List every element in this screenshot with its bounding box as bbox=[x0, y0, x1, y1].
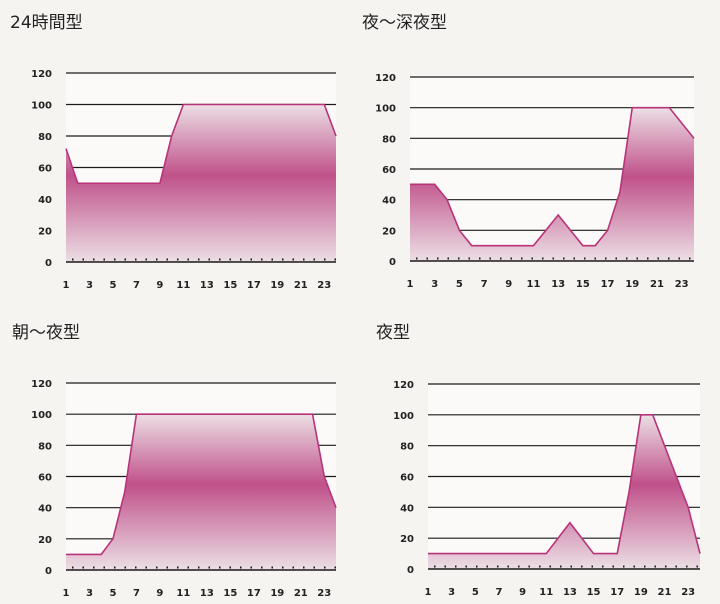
x-tick-label: 13 bbox=[563, 587, 577, 598]
x-tick-label: 1 bbox=[63, 280, 70, 291]
y-tick-label: 20 bbox=[38, 227, 52, 238]
y-tick-label: 120 bbox=[393, 380, 414, 391]
y-tick-label: 20 bbox=[382, 226, 396, 237]
y-tick-label: 20 bbox=[400, 534, 414, 545]
y-tick-label: 60 bbox=[382, 165, 396, 176]
x-tick-label: 7 bbox=[133, 588, 140, 599]
y-tick-label: 80 bbox=[400, 442, 414, 453]
x-tick-label: 3 bbox=[431, 279, 438, 290]
x-tick-label: 19 bbox=[634, 587, 648, 598]
y-tick-label: 40 bbox=[38, 195, 52, 206]
panel-night: 夜型 0 20 40 60 80 100 120 1 3 5 7 9 11 13 15 17 19 21 23 bbox=[360, 304, 712, 604]
x-tick-label: 13 bbox=[551, 279, 565, 290]
x-tick-label: 17 bbox=[247, 280, 261, 291]
x-tick-label: 3 bbox=[448, 587, 455, 598]
y-tick-label: 60 bbox=[38, 473, 52, 484]
x-tick-label: 23 bbox=[317, 588, 331, 599]
x-tick-label: 11 bbox=[539, 587, 553, 598]
x-tick-label: 13 bbox=[200, 588, 214, 599]
y-tick-label: 40 bbox=[382, 196, 396, 207]
chart-title-night: 夜型 bbox=[376, 323, 410, 343]
y-tick-label: 100 bbox=[375, 104, 396, 115]
x-tick-label: 1 bbox=[407, 279, 414, 290]
x-tick-label: 11 bbox=[176, 280, 190, 291]
chart-title-24h: 24時間型 bbox=[10, 13, 83, 33]
x-tick-label: 21 bbox=[294, 588, 308, 599]
area-outline bbox=[410, 106, 695, 247]
y-tick-label: 0 bbox=[389, 257, 396, 268]
panel-morning-night: 朝〜夜型 0 20 40 60 80 100 120 1 3 5 7 9 11 13 15 17 19 21 23 bbox=[0, 304, 352, 604]
x-tick-label: 9 bbox=[519, 587, 526, 598]
area-outline bbox=[65, 103, 337, 185]
y-tick-label: 80 bbox=[38, 132, 52, 143]
x-tick-label: 7 bbox=[481, 279, 488, 290]
x-tick-label: 21 bbox=[294, 280, 308, 291]
x-tick-label: 15 bbox=[587, 587, 601, 598]
x-tick-label: 3 bbox=[86, 588, 93, 599]
area-outline bbox=[428, 414, 701, 555]
x-tick-label: 17 bbox=[610, 587, 624, 598]
panel-night-latenight: 夜〜深夜型 0 20 40 60 80 100 120 1 3 5 7 9 11 13 15 17 19 21 23 bbox=[360, 0, 712, 300]
x-tick-label: 17 bbox=[601, 279, 615, 290]
area-fill bbox=[66, 104, 336, 262]
x-tick-label: 5 bbox=[456, 279, 463, 290]
y-tick-label: 0 bbox=[45, 566, 52, 577]
x-tick-label: 15 bbox=[223, 280, 237, 291]
area-fill bbox=[428, 414, 700, 569]
x-tick-label: 19 bbox=[270, 280, 284, 291]
x-tick-label: 5 bbox=[109, 280, 116, 291]
x-tick-label: 13 bbox=[200, 280, 214, 291]
x-tick-label: 5 bbox=[472, 587, 479, 598]
x-tick-label: 7 bbox=[133, 280, 140, 291]
y-tick-label: 0 bbox=[407, 565, 414, 576]
x-tick-label: 1 bbox=[425, 587, 432, 598]
y-tick-label: 100 bbox=[31, 101, 52, 112]
area-outline bbox=[66, 413, 337, 556]
x-tick-label: 21 bbox=[650, 279, 664, 290]
x-tick-label: 9 bbox=[156, 280, 163, 291]
x-tick-label: 23 bbox=[317, 280, 331, 291]
y-tick-label: 100 bbox=[31, 410, 52, 421]
x-tick-label: 23 bbox=[681, 587, 695, 598]
y-tick-label: 20 bbox=[38, 535, 52, 546]
x-tick-label: 15 bbox=[576, 279, 590, 290]
y-tick-label: 80 bbox=[382, 134, 396, 145]
x-tick-label: 11 bbox=[176, 588, 190, 599]
x-tick-label: 23 bbox=[675, 279, 689, 290]
x-tick-label: 1 bbox=[63, 588, 70, 599]
x-tick-label: 3 bbox=[86, 280, 93, 291]
y-tick-label: 40 bbox=[400, 503, 414, 514]
y-tick-label: 100 bbox=[393, 411, 414, 422]
y-tick-label: 40 bbox=[38, 504, 52, 515]
y-tick-label: 120 bbox=[375, 73, 396, 84]
x-tick-label: 7 bbox=[495, 587, 502, 598]
area-fill bbox=[66, 414, 336, 570]
chart-title-night-latenight: 夜〜深夜型 bbox=[362, 13, 447, 33]
y-tick-label: 80 bbox=[38, 441, 52, 452]
x-tick-label: 19 bbox=[625, 279, 639, 290]
panel-24h: 24時間型 0 20 40 60 80 100 120 1 3 5 7 9 11 13 15 17 19 21 23 bbox=[0, 0, 352, 300]
area-fill bbox=[410, 107, 694, 262]
y-tick-label: 60 bbox=[38, 164, 52, 175]
y-tick-label: 60 bbox=[400, 473, 414, 484]
y-tick-label: 0 bbox=[45, 258, 52, 269]
x-tick-label: 11 bbox=[527, 279, 541, 290]
y-tick-label: 120 bbox=[31, 379, 52, 390]
x-tick-label: 9 bbox=[156, 588, 163, 599]
x-tick-label: 17 bbox=[247, 588, 261, 599]
x-tick-label: 15 bbox=[223, 588, 237, 599]
chart-title-morning-night: 朝〜夜型 bbox=[12, 323, 80, 343]
x-tick-label: 21 bbox=[658, 587, 672, 598]
x-tick-label: 5 bbox=[109, 588, 116, 599]
x-tick-label: 9 bbox=[505, 279, 512, 290]
x-tick-label: 19 bbox=[270, 588, 284, 599]
y-tick-label: 120 bbox=[31, 69, 52, 80]
